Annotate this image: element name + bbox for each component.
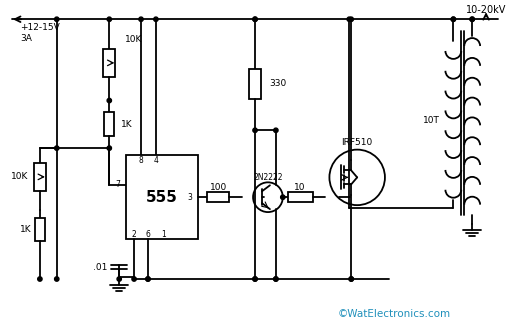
Bar bbox=[35, 217, 45, 241]
Bar bbox=[34, 163, 46, 191]
Text: 2N2222: 2N2222 bbox=[253, 173, 283, 182]
Text: 8: 8 bbox=[139, 156, 143, 164]
Circle shape bbox=[347, 17, 352, 21]
Circle shape bbox=[55, 277, 59, 281]
Text: 555: 555 bbox=[146, 190, 178, 205]
Circle shape bbox=[38, 277, 42, 281]
Circle shape bbox=[146, 277, 150, 281]
Circle shape bbox=[253, 277, 257, 281]
Bar bbox=[103, 49, 115, 77]
Text: +12-15V
3A: +12-15V 3A bbox=[20, 24, 60, 43]
Text: 7: 7 bbox=[115, 180, 120, 189]
Text: 10-20kV: 10-20kV bbox=[466, 5, 506, 15]
Circle shape bbox=[274, 277, 278, 281]
Text: .01: .01 bbox=[93, 263, 107, 272]
Circle shape bbox=[154, 17, 158, 21]
Circle shape bbox=[253, 277, 257, 281]
Circle shape bbox=[349, 17, 353, 21]
Circle shape bbox=[132, 277, 137, 281]
Bar bbox=[126, 155, 197, 239]
Text: ©WatElectronics.com: ©WatElectronics.com bbox=[337, 309, 451, 319]
Text: 6: 6 bbox=[145, 230, 151, 239]
Circle shape bbox=[451, 17, 455, 21]
Circle shape bbox=[253, 17, 257, 21]
Bar bbox=[207, 192, 229, 202]
Circle shape bbox=[107, 17, 111, 21]
Text: 10K: 10K bbox=[125, 35, 143, 43]
Text: 2: 2 bbox=[132, 230, 137, 239]
Circle shape bbox=[55, 146, 59, 150]
Circle shape bbox=[470, 17, 474, 21]
Text: 1: 1 bbox=[162, 230, 166, 239]
Text: 4: 4 bbox=[154, 156, 158, 164]
Circle shape bbox=[107, 98, 111, 103]
Circle shape bbox=[107, 146, 111, 150]
Text: 10T: 10T bbox=[423, 116, 440, 125]
Text: IRF510: IRF510 bbox=[342, 138, 373, 147]
Bar bbox=[249, 69, 261, 98]
Text: 1K: 1K bbox=[20, 225, 32, 234]
Text: 100: 100 bbox=[210, 183, 227, 192]
Circle shape bbox=[349, 277, 353, 281]
Circle shape bbox=[117, 277, 121, 281]
Circle shape bbox=[274, 277, 278, 281]
Bar bbox=[288, 192, 313, 202]
Circle shape bbox=[281, 195, 285, 199]
Circle shape bbox=[139, 17, 143, 21]
Circle shape bbox=[274, 128, 278, 132]
Text: 10: 10 bbox=[294, 183, 305, 192]
Circle shape bbox=[55, 17, 59, 21]
Text: 3: 3 bbox=[188, 193, 193, 202]
Circle shape bbox=[451, 17, 455, 21]
Circle shape bbox=[146, 277, 150, 281]
Circle shape bbox=[253, 17, 257, 21]
Text: 1K: 1K bbox=[121, 120, 133, 129]
Text: 10K: 10K bbox=[11, 172, 29, 181]
Text: 330: 330 bbox=[269, 79, 286, 88]
Bar bbox=[104, 112, 114, 136]
Circle shape bbox=[253, 128, 257, 132]
Circle shape bbox=[349, 277, 353, 281]
Circle shape bbox=[470, 17, 474, 21]
